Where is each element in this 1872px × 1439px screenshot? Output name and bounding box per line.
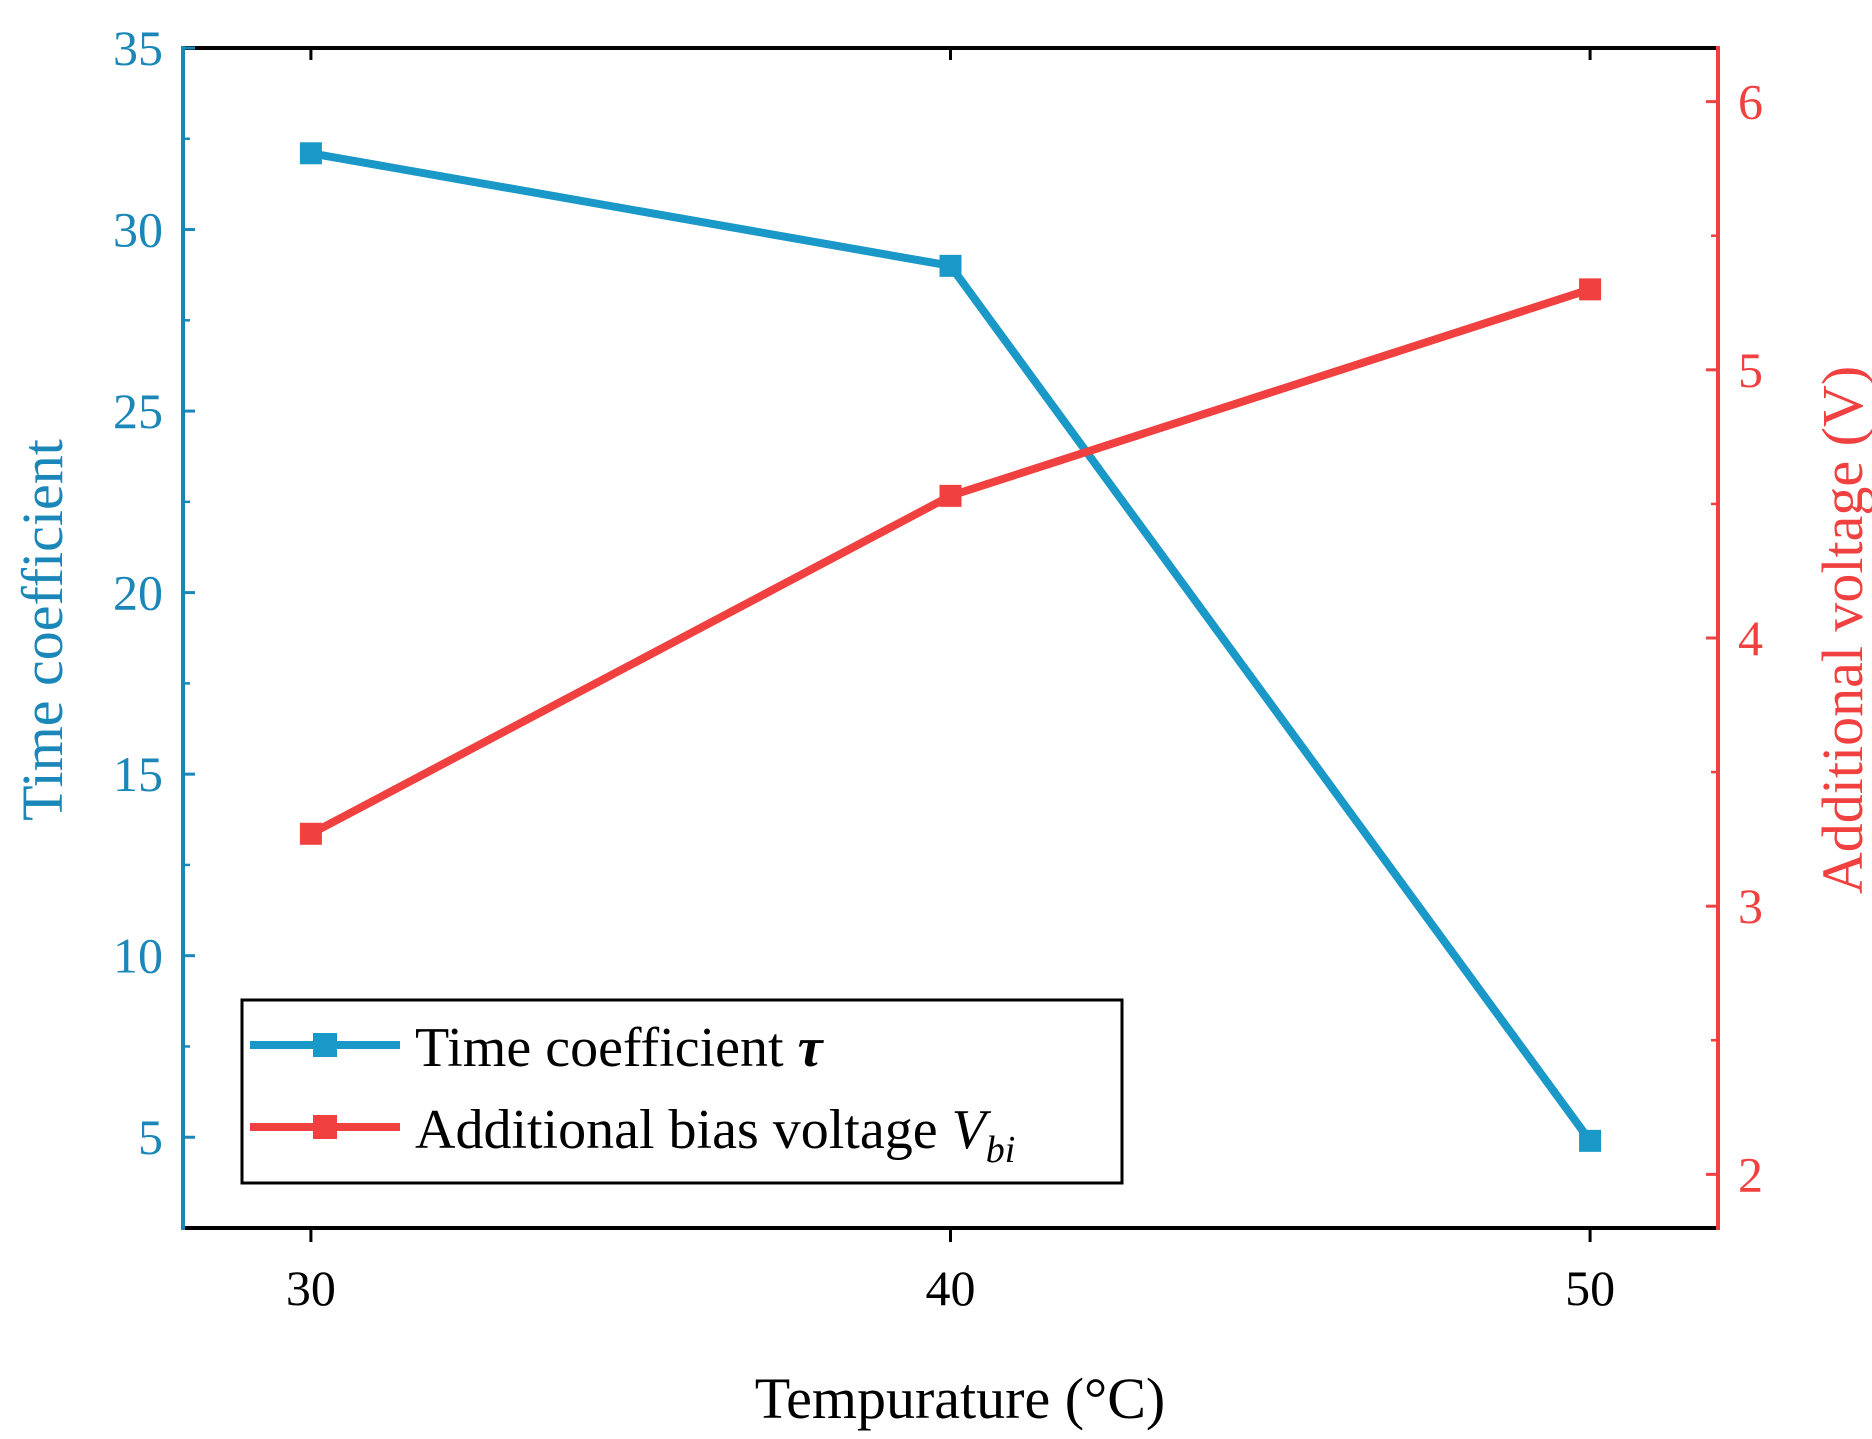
x-tick-label: 40 — [926, 1260, 976, 1316]
legend-label-time-coefficient-text: Time coefficient — [415, 1017, 798, 1079]
legend-marker-time-coefficient — [313, 1033, 337, 1057]
data-point — [1579, 1129, 1602, 1152]
legend-box — [240, 998, 1124, 1185]
left-tick-label: 20 — [113, 565, 163, 621]
right-tick-label: 5 — [1738, 342, 1763, 398]
legend-label-v-symbol: V — [952, 1099, 992, 1161]
legend: Time coefficient τ Additional bias volta… — [240, 998, 1124, 1185]
right-tick-label: 6 — [1738, 74, 1763, 130]
data-point — [1579, 278, 1602, 301]
series-layer — [299, 142, 1602, 1152]
left-tick-label: 35 — [113, 20, 163, 76]
right-y-axis-title: Additional voltage (V) — [1810, 366, 1872, 894]
left-tick-label: 15 — [113, 746, 163, 802]
legend-item-bias-voltage: Additional bias voltage Vbi — [250, 1099, 1015, 1171]
right-tick-label: 2 — [1738, 1146, 1763, 1202]
legend-marker-bias-voltage — [313, 1115, 337, 1139]
x-tick-label: 50 — [1565, 1260, 1615, 1316]
series-0 — [299, 142, 1602, 1152]
left-tick-label: 30 — [113, 202, 163, 258]
left-tick-label: 10 — [113, 928, 163, 984]
legend-label-bias-voltage: Additional bias voltage Vbi — [415, 1099, 1015, 1171]
series-line-1 — [309, 285, 1592, 838]
x-axis-title: Tempurature (°C) — [755, 1366, 1165, 1431]
right-tick-label: 3 — [1738, 878, 1763, 934]
legend-label-tau-symbol: τ — [798, 1017, 825, 1079]
data-point — [939, 484, 962, 507]
legend-label-bi-subscript: bi — [986, 1129, 1016, 1171]
data-point — [299, 822, 322, 845]
series-1 — [299, 278, 1602, 845]
legend-label-bias-voltage-text: Additional bias voltage — [415, 1099, 952, 1161]
data-point — [939, 254, 962, 277]
left-y-axis-title: Time coefficient — [10, 439, 75, 821]
series-line-0 — [310, 149, 1594, 1144]
x-tick-label: 30 — [286, 1260, 336, 1316]
right-y-axis: 2 3 4 5 6 — [1706, 46, 1763, 1230]
legend-label-time-coefficient: Time coefficient τ — [415, 1017, 825, 1079]
legend-item-time-coefficient: Time coefficient τ — [250, 1017, 825, 1079]
data-point — [299, 142, 322, 165]
left-tick-label: 5 — [138, 1109, 163, 1165]
left-y-axis: 5 10 15 20 25 30 35 — [113, 20, 195, 1230]
left-tick-label: 25 — [113, 383, 163, 439]
x-axis: 30 40 50 — [286, 48, 1615, 1316]
right-tick-label: 4 — [1738, 610, 1763, 666]
